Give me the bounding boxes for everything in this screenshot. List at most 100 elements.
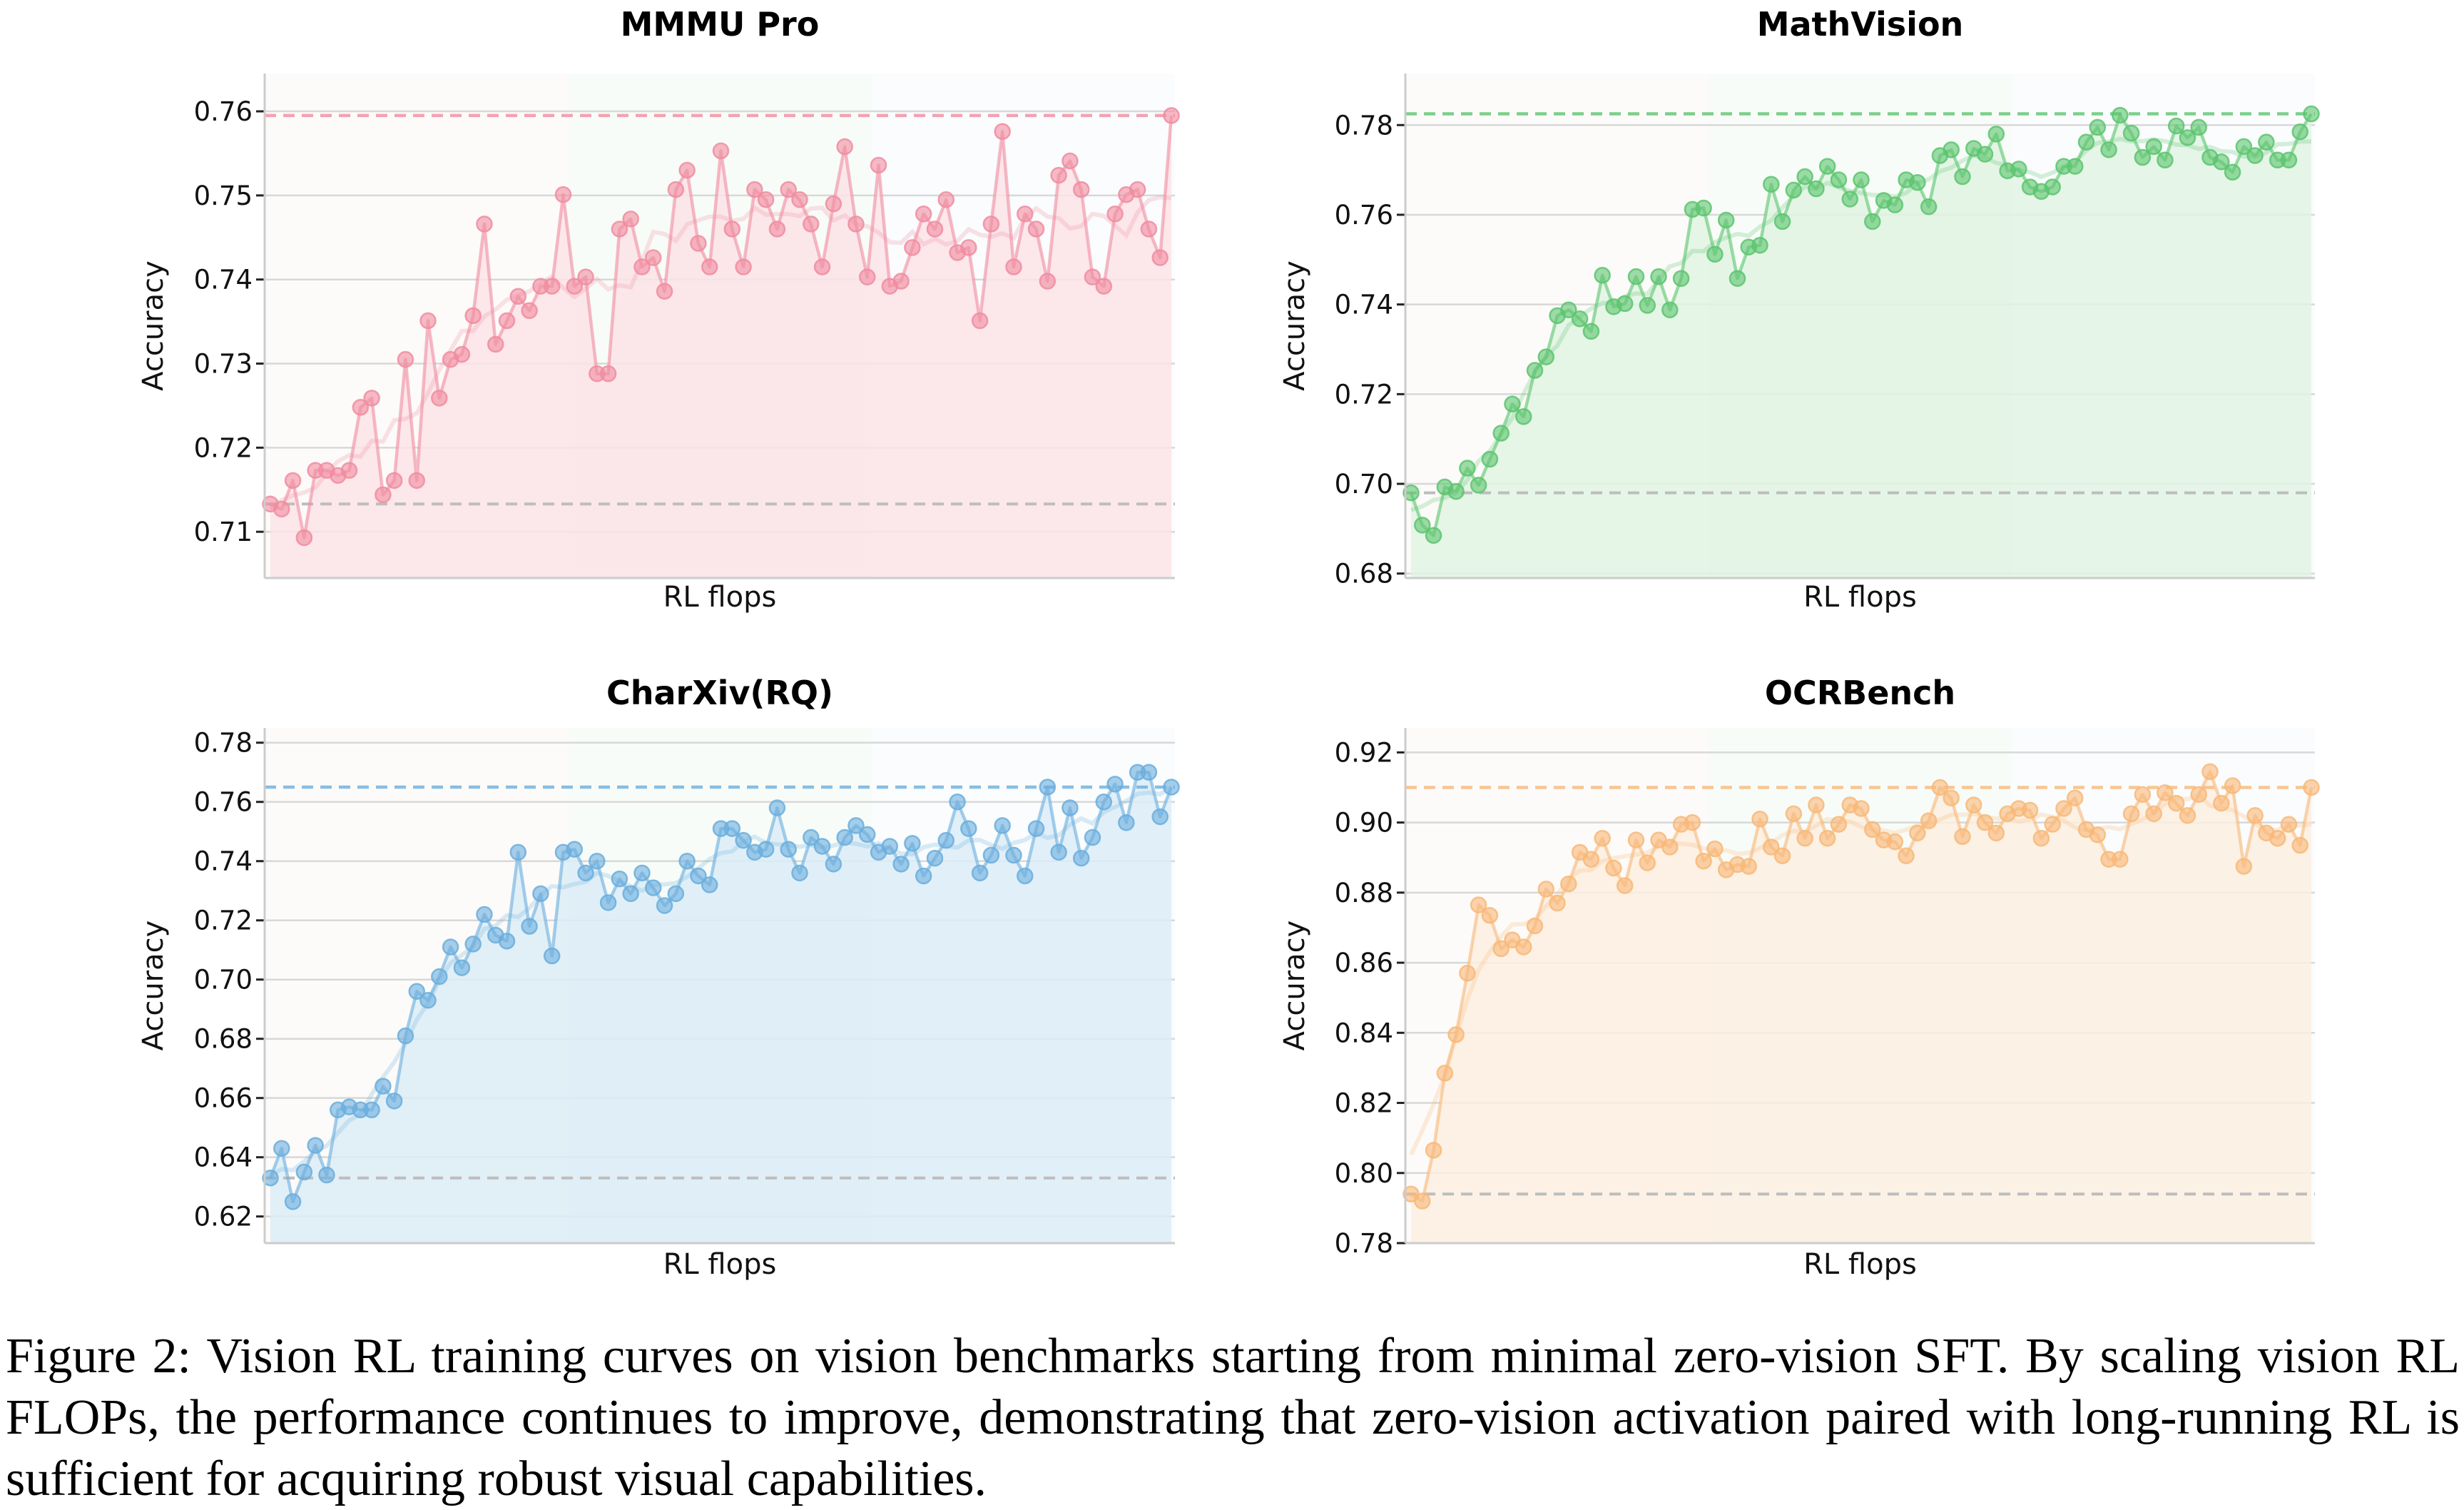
data-point <box>295 529 313 547</box>
data-point <box>858 826 876 843</box>
data-point <box>1818 829 1836 847</box>
data-point <box>1549 894 1566 912</box>
y-tick-label: 0.88 <box>1335 878 1393 908</box>
data-point <box>2224 777 2241 794</box>
data-point <box>1039 273 1057 290</box>
data-point <box>1140 221 1158 238</box>
data-point <box>1163 779 1180 796</box>
data-point <box>284 1193 302 1210</box>
data-point <box>2122 805 2140 823</box>
data-point <box>566 841 584 858</box>
y-tick-label: 0.73 <box>194 349 253 380</box>
data-point <box>543 947 561 965</box>
y-tick-label: 0.71 <box>194 517 253 547</box>
data-point <box>2258 133 2275 151</box>
data-point <box>431 968 448 985</box>
y-tick-label: 0.78 <box>194 728 253 759</box>
data-point <box>1965 796 1982 814</box>
data-point <box>1504 395 1521 412</box>
data-point <box>1808 180 1825 198</box>
data-point <box>836 138 853 156</box>
data-point <box>971 312 989 330</box>
data-point <box>1751 810 1768 828</box>
data-point <box>352 399 370 416</box>
y-tick-label: 0.75 <box>194 181 253 211</box>
data-point <box>1095 793 1113 811</box>
data-point <box>1785 181 1803 199</box>
data-point <box>2112 851 2129 868</box>
data-point <box>2291 123 2308 141</box>
data-point <box>1853 171 1870 188</box>
data-point <box>1987 824 2005 842</box>
data-point <box>667 885 685 903</box>
data-point <box>408 983 425 1000</box>
data-point <box>1639 297 1656 314</box>
data-point <box>1072 849 1090 867</box>
data-point <box>1425 1142 1442 1159</box>
data-point <box>971 864 989 882</box>
area-fill <box>1411 113 2311 578</box>
data-point <box>509 288 527 305</box>
y-tick-label: 0.68 <box>194 1024 253 1055</box>
data-point <box>1796 168 1813 186</box>
data-point <box>1459 965 1476 982</box>
data-point <box>340 462 358 479</box>
data-point <box>2077 133 2095 151</box>
chart-title: MMMU Pro <box>621 5 820 44</box>
data-point <box>994 123 1011 141</box>
data-point <box>554 186 572 203</box>
data-point <box>633 258 651 275</box>
data-point <box>723 221 741 238</box>
data-point <box>1627 831 1645 848</box>
data-point <box>363 390 380 407</box>
data-point <box>1492 940 1510 958</box>
data-point <box>960 239 977 256</box>
data-point <box>1050 843 1067 861</box>
y-axis-label: Accuracy <box>1278 260 1311 391</box>
data-point <box>735 831 752 849</box>
y-axis-label: Accuracy <box>1278 921 1311 1051</box>
data-point <box>1594 267 1611 284</box>
y-tick-label: 0.84 <box>1335 1018 1393 1048</box>
data-point <box>1106 206 1124 223</box>
data-point <box>803 829 820 846</box>
data-point <box>2021 801 2039 819</box>
data-point <box>363 1101 380 1119</box>
data-point <box>1084 829 1101 846</box>
data-point <box>2246 807 2264 824</box>
data-point <box>1050 166 1067 184</box>
data-point <box>949 793 966 811</box>
data-point <box>284 472 302 490</box>
data-point <box>1920 198 1938 216</box>
data-point <box>825 195 842 213</box>
data-point <box>656 897 673 914</box>
data-point <box>1943 141 1960 158</box>
y-tick-label: 0.74 <box>194 265 253 295</box>
data-point <box>589 852 606 870</box>
data-point <box>701 258 718 275</box>
data-point <box>622 211 639 228</box>
data-point <box>982 216 1000 233</box>
data-point <box>611 221 628 238</box>
data-point <box>1459 460 1476 477</box>
data-point <box>2167 794 2185 812</box>
y-tick-label: 0.78 <box>1335 1228 1393 1259</box>
data-point <box>2112 106 2129 124</box>
data-point <box>2122 124 2140 142</box>
data-point <box>633 864 651 882</box>
y-tick-label: 0.90 <box>1335 808 1393 838</box>
data-point <box>690 235 707 252</box>
data-point <box>622 885 639 903</box>
data-point <box>1830 171 1848 188</box>
data-point <box>1909 173 1926 191</box>
data-point <box>1616 295 1634 313</box>
data-point <box>476 216 493 233</box>
data-point <box>1582 323 1600 340</box>
data-point <box>1706 245 1724 263</box>
data-point <box>1425 527 1442 544</box>
data-point <box>476 906 493 923</box>
data-point <box>791 191 808 208</box>
data-point <box>397 350 414 368</box>
data-point <box>2032 829 2050 847</box>
data-point <box>1763 838 1780 856</box>
